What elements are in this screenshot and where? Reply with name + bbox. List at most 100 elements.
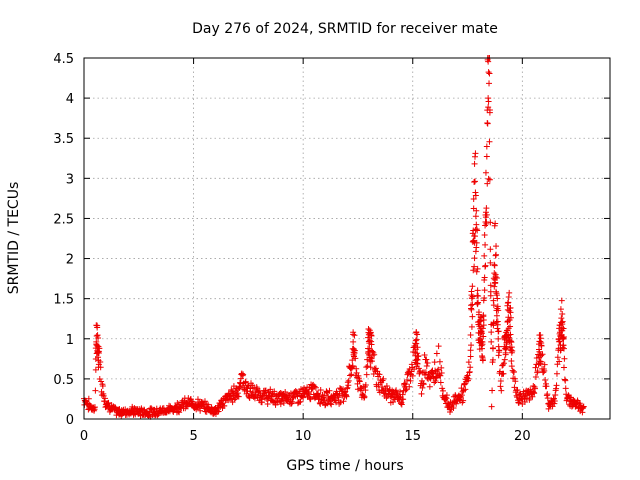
data-point [418,390,425,397]
data-point [472,213,479,220]
data-point [580,403,587,410]
data-point [515,399,522,406]
data-point [312,384,319,391]
y-tick-label: 2 [66,253,74,268]
data-point [98,378,105,385]
data-point [105,399,112,406]
data-point [431,359,438,366]
data-point [480,317,487,324]
data-point [559,310,566,317]
data-point [362,387,369,394]
data-point [470,196,477,203]
data-point [317,400,324,407]
data-point [475,299,482,306]
data-point [491,270,498,277]
data-point [553,370,560,377]
data-point [197,407,204,414]
data-point [424,360,431,367]
y-tick-label: 4 [66,92,74,107]
data-point [488,403,495,410]
x-tick-label: 10 [295,429,312,444]
data-point [550,395,557,402]
data-point [486,70,493,77]
data-point [362,382,369,389]
data-point [413,336,420,343]
data-point [557,306,564,313]
data-point [414,350,421,357]
data-point [421,351,428,358]
data-point [95,334,102,341]
data-point [544,395,551,402]
data-point [247,385,254,392]
data-point [492,279,499,286]
data-point [343,393,350,400]
chart-title: Day 276 of 2024, SRMTID for receiver mat… [192,21,498,37]
grid-lines [84,58,610,419]
data-point [371,351,378,358]
data-point [558,297,565,304]
data-point [232,389,239,396]
data-point [506,307,513,314]
y-tick-label: 3.5 [53,132,74,147]
data-point [497,383,504,390]
data-point [479,357,486,364]
data-point [471,179,478,186]
data-point [486,176,493,183]
data-point [485,69,492,76]
x-tick-label: 5 [189,429,197,444]
data-point [327,400,334,407]
data-point [562,385,569,392]
data-point [526,395,533,402]
data-point [480,333,487,340]
data-point [489,344,496,351]
data-point [488,338,495,345]
data-point [532,385,539,392]
data-point [92,387,99,394]
data-point [344,384,351,391]
data-point [423,363,430,370]
data-point [435,366,442,373]
data-point [500,370,507,377]
data-point [561,355,568,362]
data-point [468,288,475,295]
data-point [542,376,549,383]
data-point [495,335,502,342]
data-point [511,384,518,391]
data-point [85,395,92,402]
data-point [553,382,560,389]
data-point [96,345,103,352]
data-point [364,356,371,363]
data-point [467,347,474,354]
data-point [404,376,411,383]
data-point [118,412,125,419]
data-point [486,138,493,145]
plot-frame [83,57,611,420]
data-point [363,371,370,378]
data-point [364,363,371,370]
data-point [340,398,347,405]
data-point [437,372,444,379]
data-point [469,283,476,290]
data-point [366,337,373,344]
data-point [489,387,496,394]
data-point [514,387,521,394]
data-point [352,355,359,362]
data-point [437,379,444,386]
data-point [536,348,543,355]
data-point [486,107,493,114]
data-point [545,405,552,412]
data-point [508,363,515,370]
data-point [321,396,328,403]
data-point [471,255,478,262]
data-point [240,371,247,378]
data-point [492,271,499,278]
data-point [495,307,502,314]
data-point [265,395,272,402]
data-point [483,205,490,212]
data-point [509,367,516,374]
data-point [194,396,201,403]
data-point [484,120,491,127]
data-point [473,207,480,214]
data-point [469,293,476,300]
